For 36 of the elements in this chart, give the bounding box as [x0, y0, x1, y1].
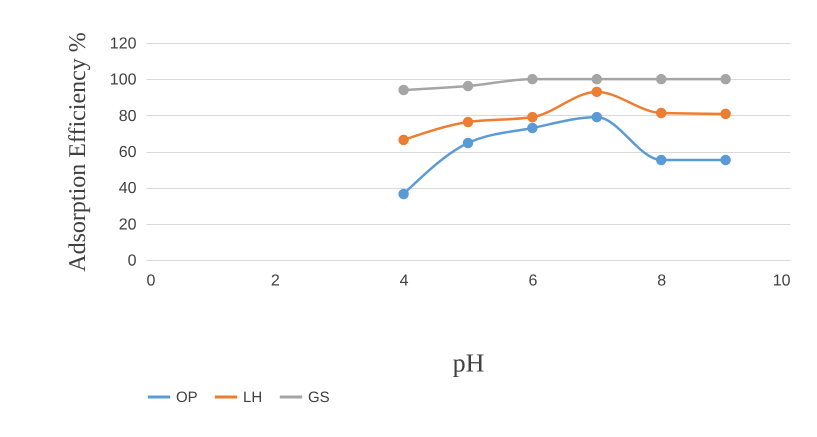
- point: [527, 122, 538, 134]
- y-axis-title: Adsorption Efficiency %: [64, 32, 91, 272]
- point: [656, 154, 666, 166]
- x-tick-label: 4: [400, 272, 409, 290]
- point: [462, 138, 474, 148]
- x-tick-label: 10: [772, 272, 791, 290]
- y-tick-label: 80: [118, 108, 137, 125]
- legend-label: OP: [176, 389, 198, 406]
- y-tick-label: 100: [110, 72, 137, 89]
- point: [720, 74, 731, 84]
- x-tick-label: 6: [528, 272, 538, 290]
- point: [592, 74, 602, 84]
- point: [656, 108, 666, 118]
- legend-label: LH: [243, 389, 262, 406]
- point: [462, 116, 474, 128]
- x-axis-title: pH: [452, 348, 485, 378]
- point: [527, 112, 538, 122]
- point: [462, 80, 474, 92]
- point: [592, 112, 602, 122]
- point: [398, 84, 409, 96]
- x-tick-label: 0: [146, 272, 156, 290]
- point: [592, 86, 602, 98]
- point: [527, 74, 538, 84]
- y-tick-label: 20: [118, 216, 137, 234]
- y-tick-label: 60: [118, 144, 137, 161]
- x-tick-label: 8: [657, 272, 666, 290]
- x-tick-label: 2: [270, 272, 280, 290]
- y-tick-label: 120: [110, 36, 137, 52]
- point: [398, 134, 409, 146]
- y-tick-label: 0: [128, 252, 137, 270]
- point: [720, 108, 731, 120]
- point: [656, 74, 666, 84]
- legend-label: GS: [308, 389, 330, 406]
- point: [720, 154, 731, 166]
- point: [398, 188, 409, 200]
- y-tick-label: 40: [118, 180, 137, 198]
